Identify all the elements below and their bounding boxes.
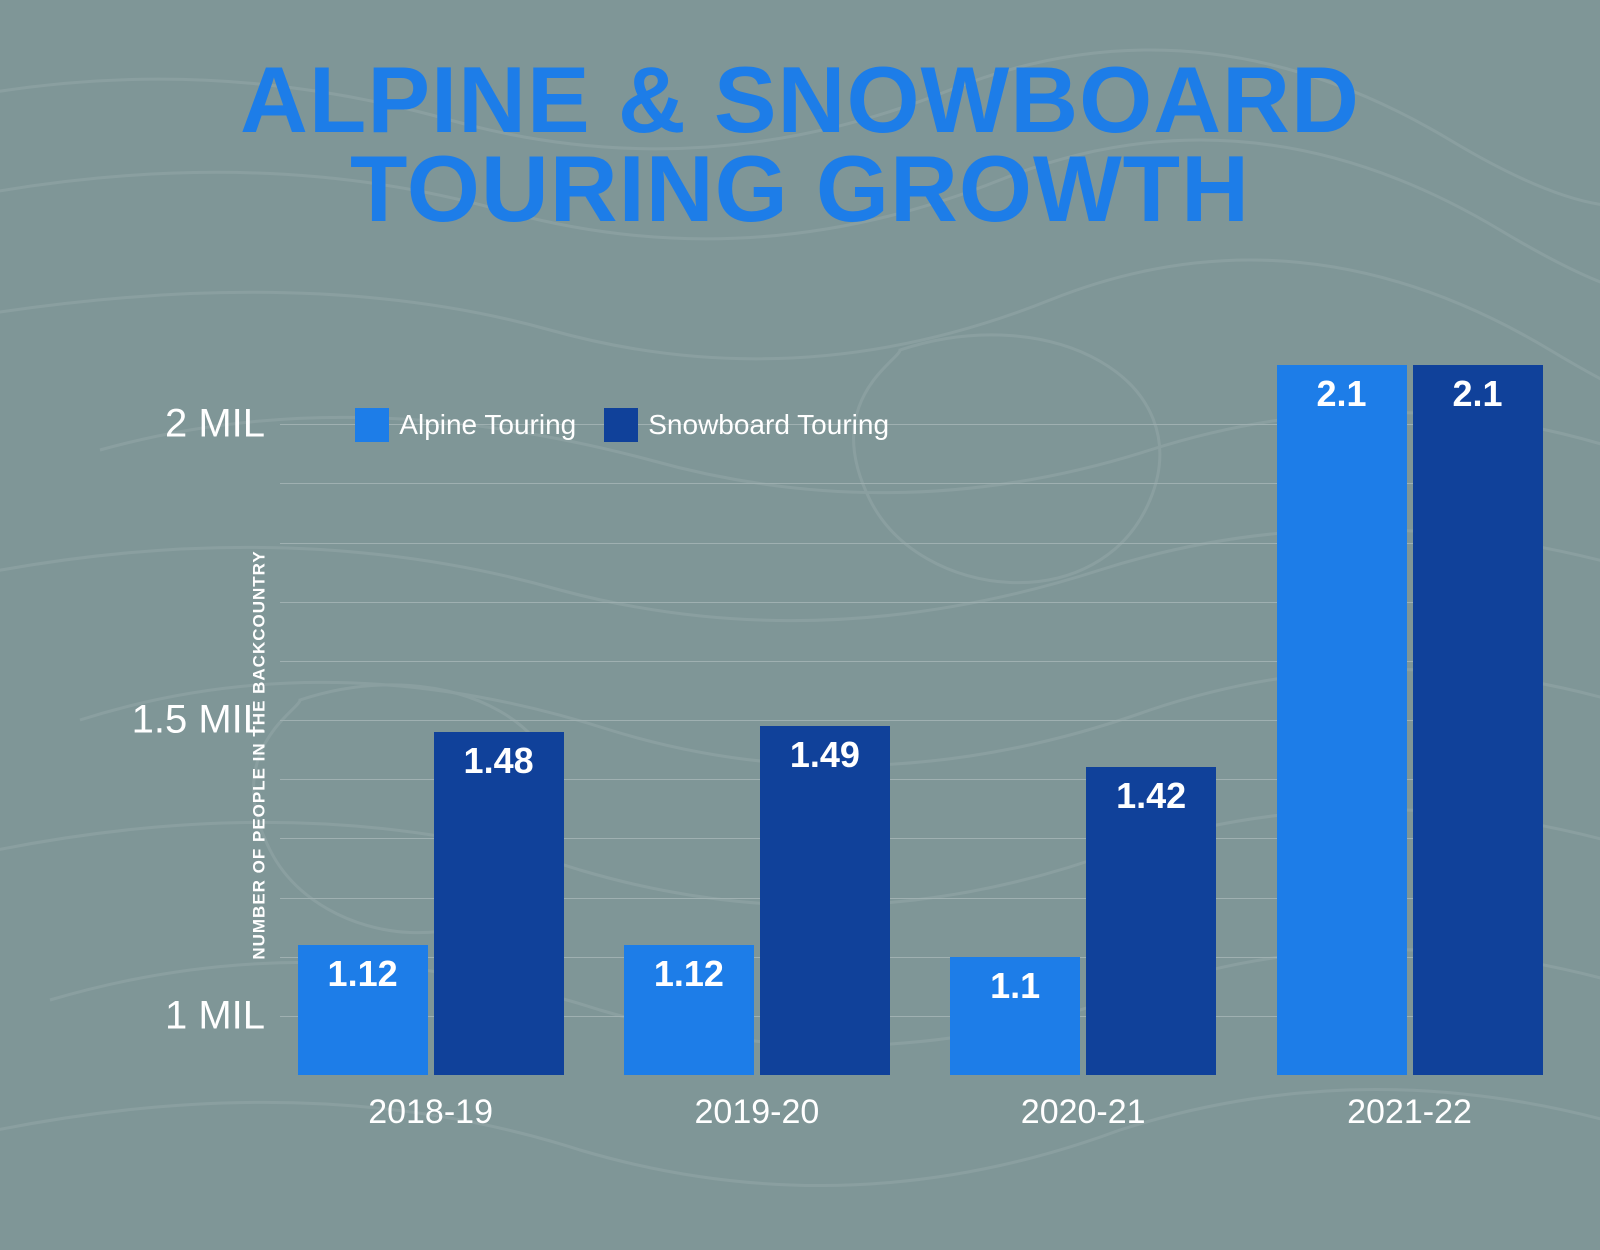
- y-tick-label: 2 MIL: [165, 402, 265, 447]
- x-tick-label: 2021-22: [1347, 1093, 1472, 1132]
- chart: NUMBER OF PEOPLE IN THE BACKCOUNTRY 1 MI…: [115, 365, 1535, 1145]
- legend: Alpine Touring Snowboard Touring: [355, 408, 889, 442]
- bar: 1.49: [760, 726, 890, 1075]
- bar: 2.1: [1277, 365, 1407, 1075]
- bar-value-label: 1.12: [298, 953, 428, 995]
- legend-label: Snowboard Touring: [648, 409, 889, 441]
- bar-value-label: 2.1: [1277, 373, 1407, 415]
- x-tick-label: 2019-20: [695, 1093, 820, 1132]
- bar: 1.1: [950, 957, 1080, 1075]
- bar: 2.1: [1413, 365, 1543, 1075]
- bar-value-label: 1.12: [624, 953, 754, 995]
- legend-swatch: [355, 408, 389, 442]
- legend-label: Alpine Touring: [399, 409, 576, 441]
- bar: 1.12: [624, 945, 754, 1075]
- bar-group: 1.121.492019-20: [624, 726, 890, 1075]
- bar-group: 2.12.12021-22: [1277, 365, 1543, 1075]
- title-line-1: ALPINE & SNOWBOARD: [0, 55, 1600, 144]
- legend-item: Snowboard Touring: [604, 408, 889, 442]
- chart-title: ALPINE & SNOWBOARD TOURING GROWTH: [0, 55, 1600, 234]
- legend-swatch: [604, 408, 638, 442]
- bar-value-label: 2.1: [1413, 373, 1543, 415]
- y-axis-label: NUMBER OF PEOPLE IN THE BACKCOUNTRY: [250, 550, 270, 959]
- bar: 1.48: [434, 732, 564, 1075]
- y-tick-label: 1.5 MIL: [132, 698, 265, 743]
- bar-value-label: 1.42: [1086, 775, 1216, 817]
- legend-item: Alpine Touring: [355, 408, 576, 442]
- plot-area: 1.121.482018-191.121.492019-201.11.42202…: [280, 365, 1535, 1075]
- y-tick-label: 1 MIL: [165, 993, 265, 1038]
- title-line-2: TOURING GROWTH: [0, 144, 1600, 233]
- bar-value-label: 1.1: [950, 965, 1080, 1007]
- bar-value-label: 1.49: [760, 734, 890, 776]
- bar-group: 1.121.482018-19: [298, 732, 564, 1075]
- x-tick-label: 2020-21: [1021, 1093, 1146, 1132]
- bar: 1.12: [298, 945, 428, 1075]
- x-tick-label: 2018-19: [368, 1093, 493, 1132]
- bar-group: 1.11.422020-21: [950, 767, 1216, 1075]
- bar-value-label: 1.48: [434, 740, 564, 782]
- bar: 1.42: [1086, 767, 1216, 1075]
